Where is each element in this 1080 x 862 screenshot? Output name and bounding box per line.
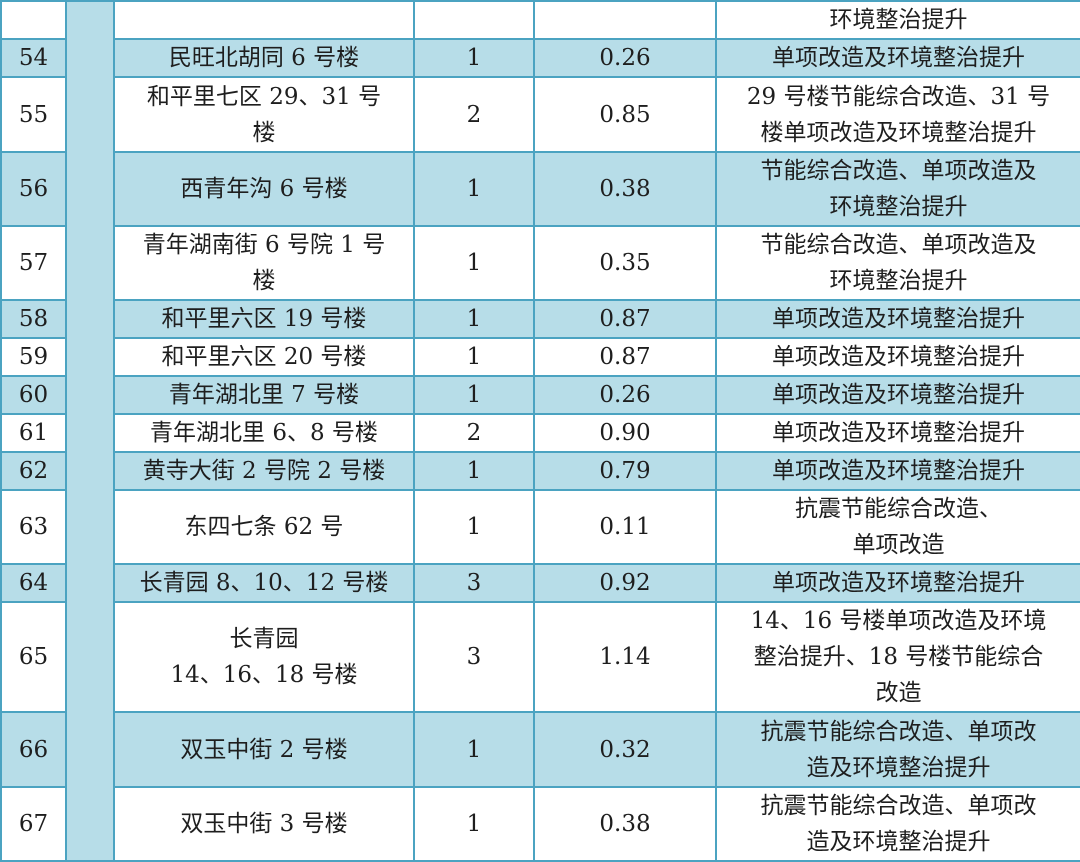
building-count-cell: 1 xyxy=(413,451,535,491)
renovation-content-cell: 环境整治提升 xyxy=(715,0,1080,40)
area-cell: 0.79 xyxy=(533,451,717,491)
area-cell: 0.32 xyxy=(533,711,717,788)
building-name-cell: 和平里六区 20 号楼 xyxy=(113,337,415,377)
building-name-cell: 青年湖北里 6、8 号楼 xyxy=(113,413,415,453)
row-number-cell: 59 xyxy=(0,337,67,377)
building-count-cell: 1 xyxy=(413,489,535,565)
area-cell: 0.85 xyxy=(533,76,717,153)
area-cell: 1.14 xyxy=(533,601,717,713)
building-count-cell xyxy=(413,0,535,40)
row-number-cell: 58 xyxy=(0,299,67,339)
row-number-cell: 66 xyxy=(0,711,67,788)
area-cell: 0.90 xyxy=(533,413,717,453)
building-count-cell: 1 xyxy=(413,711,535,788)
renovation-content-cell: 单项改造及环境整治提升 xyxy=(715,563,1080,603)
building-count-cell: 1 xyxy=(413,375,535,415)
renovation-content-cell: 单项改造及环境整治提升 xyxy=(715,451,1080,491)
building-name-cell: 西青年沟 6 号楼 xyxy=(113,151,415,227)
renovation-content-cell: 单项改造及环境整治提升 xyxy=(715,299,1080,339)
table-row: 60 青年湖北里 7 号楼 1 0.26 单项改造及环境整治提升 xyxy=(0,375,1080,415)
renovation-content-cell: 29 号楼节能综合改造、31 号 楼单项改造及环境整治提升 xyxy=(715,76,1080,153)
row-number-cell: 65 xyxy=(0,601,67,713)
building-count-cell: 1 xyxy=(413,151,535,227)
building-name-cell: 民旺北胡同 6 号楼 xyxy=(113,38,415,78)
table-row: 57 青年湖南街 6 号院 1 号 楼 1 0.35 节能综合改造、单项改造及 环境整治… xyxy=(0,225,1080,301)
renovation-content-cell: 单项改造及环境整治提升 xyxy=(715,375,1080,415)
row-number-cell xyxy=(0,0,67,40)
building-name-cell: 青年湖北里 7 号楼 xyxy=(113,375,415,415)
building-name-cell: 和平里六区 19 号楼 xyxy=(113,299,415,339)
row-number-cell: 63 xyxy=(0,489,67,565)
building-name-cell: 和平里七区 29、31 号 楼 xyxy=(113,76,415,153)
row-number-cell: 67 xyxy=(0,786,67,862)
table-row: 67 双玉中街 3 号楼 1 0.38 抗震节能综合改造、单项改 造及环境整治提升 xyxy=(0,786,1080,862)
area-cell: 0.87 xyxy=(533,299,717,339)
building-count-cell: 2 xyxy=(413,413,535,453)
renovation-content-cell: 14、16 号楼单项改造及环境 整治提升、18 号楼节能综合 改造 xyxy=(715,601,1080,713)
table-row: 55 和平里七区 29、31 号 楼 2 0.85 29 号楼节能综合改造、31 号 楼… xyxy=(0,76,1080,153)
building-count-cell: 1 xyxy=(413,299,535,339)
table-row: 58 和平里六区 19 号楼 1 0.87 单项改造及环境整治提升 xyxy=(0,299,1080,339)
building-name-cell: 双玉中街 3 号楼 xyxy=(113,786,415,862)
renovation-content-cell: 单项改造及环境整治提升 xyxy=(715,337,1080,377)
area-cell: 0.87 xyxy=(533,337,717,377)
renovation-content-cell: 单项改造及环境整治提升 xyxy=(715,38,1080,78)
row-number-cell: 62 xyxy=(0,451,67,491)
table-row: 65 长青园 14、16、18 号楼 3 1.14 14、16 号楼单项改造及环境 整治… xyxy=(0,601,1080,713)
area-cell: 0.26 xyxy=(533,375,717,415)
table-row: 54 民旺北胡同 6 号楼 1 0.26 单项改造及环境整治提升 xyxy=(0,38,1080,78)
table-row: 59 和平里六区 20 号楼 1 0.87 单项改造及环境整治提升 xyxy=(0,337,1080,377)
area-cell: 0.26 xyxy=(533,38,717,78)
building-count-cell: 1 xyxy=(413,38,535,78)
table-row: 64 长青园 8、10、12 号楼 3 0.92 单项改造及环境整治提升 xyxy=(0,563,1080,603)
building-name-cell: 东四七条 62 号 xyxy=(113,489,415,565)
building-count-cell: 2 xyxy=(413,76,535,153)
renovation-content-cell: 单项改造及环境整治提升 xyxy=(715,413,1080,453)
table-row: 63 东四七条 62 号 1 0.11 抗震节能综合改造、 单项改造 xyxy=(0,489,1080,565)
renovation-content-cell: 节能综合改造、单项改造及 环境整治提升 xyxy=(715,151,1080,227)
merged-category-cell xyxy=(65,0,115,862)
row-number-cell: 60 xyxy=(0,375,67,415)
area-cell xyxy=(533,0,717,40)
area-cell: 0.38 xyxy=(533,151,717,227)
building-count-cell: 1 xyxy=(413,786,535,862)
renovation-content-cell: 抗震节能综合改造、单项改 造及环境整治提升 xyxy=(715,786,1080,862)
renovation-content-cell: 抗震节能综合改造、 单项改造 xyxy=(715,489,1080,565)
area-cell: 0.92 xyxy=(533,563,717,603)
building-count-cell: 1 xyxy=(413,337,535,377)
row-number-cell: 54 xyxy=(0,38,67,78)
building-name-cell: 长青园 14、16、18 号楼 xyxy=(113,601,415,713)
building-count-cell: 3 xyxy=(413,563,535,603)
area-cell: 0.35 xyxy=(533,225,717,301)
row-number-cell: 64 xyxy=(0,563,67,603)
table-row: 62 黄寺大街 2 号院 2 号楼 1 0.79 单项改造及环境整治提升 xyxy=(0,451,1080,491)
building-name-cell: 黄寺大街 2 号院 2 号楼 xyxy=(113,451,415,491)
area-cell: 0.11 xyxy=(533,489,717,565)
table-row: 56 西青年沟 6 号楼 1 0.38 节能综合改造、单项改造及 环境整治提升 xyxy=(0,151,1080,227)
building-name-cell xyxy=(113,0,415,40)
table-row: 61 青年湖北里 6、8 号楼 2 0.90 单项改造及环境整治提升 xyxy=(0,413,1080,453)
area-cell: 0.38 xyxy=(533,786,717,862)
renovation-content-cell: 节能综合改造、单项改造及 环境整治提升 xyxy=(715,225,1080,301)
building-name-cell: 长青园 8、10、12 号楼 xyxy=(113,563,415,603)
building-name-cell: 双玉中街 2 号楼 xyxy=(113,711,415,788)
row-number-cell: 61 xyxy=(0,413,67,453)
table-row: 66 双玉中街 2 号楼 1 0.32 抗震节能综合改造、单项改 造及环境整治提升 xyxy=(0,711,1080,788)
renovation-content-cell: 抗震节能综合改造、单项改 造及环境整治提升 xyxy=(715,711,1080,788)
row-number-cell: 56 xyxy=(0,151,67,227)
building-count-cell: 1 xyxy=(413,225,535,301)
building-count-cell: 3 xyxy=(413,601,535,713)
building-name-cell: 青年湖南街 6 号院 1 号 楼 xyxy=(113,225,415,301)
row-number-cell: 57 xyxy=(0,225,67,301)
row-number-cell: 55 xyxy=(0,76,67,153)
